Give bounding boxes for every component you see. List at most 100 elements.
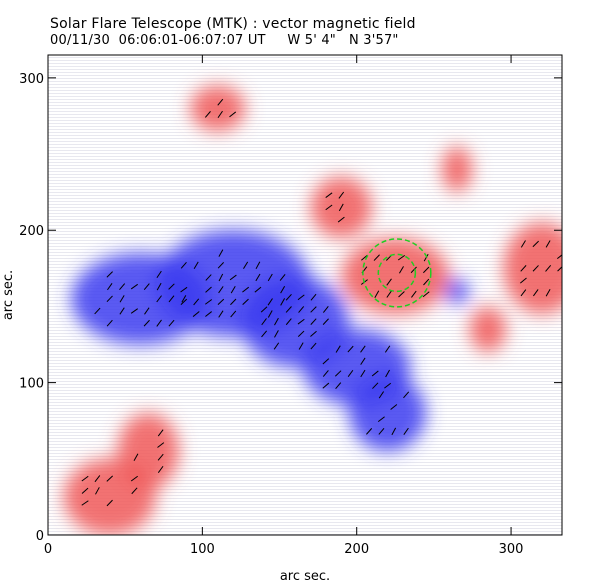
field-vector <box>133 453 139 462</box>
field-vector <box>157 429 164 437</box>
field-vector <box>384 345 391 353</box>
field-vector <box>106 499 113 507</box>
field-vector <box>377 416 385 423</box>
field-vector <box>322 358 330 365</box>
field-vector <box>422 291 430 298</box>
field-vector <box>218 310 224 318</box>
field-vector <box>254 286 262 293</box>
field-vector <box>334 370 342 377</box>
field-vector <box>322 318 329 325</box>
field-vector <box>192 311 200 317</box>
field-vector <box>337 216 345 223</box>
field-vector <box>310 330 317 337</box>
field-vector <box>280 298 286 306</box>
field-vector <box>168 283 175 290</box>
field-vector <box>371 370 379 377</box>
field-vector <box>325 204 333 211</box>
field-vector <box>230 285 236 294</box>
field-vector <box>130 283 138 290</box>
field-vector <box>156 319 162 327</box>
field-vector <box>157 442 165 448</box>
field-vector <box>556 254 562 259</box>
field-vector <box>520 240 526 248</box>
field-vector <box>243 261 249 269</box>
field-vector <box>143 283 150 291</box>
field-vector <box>218 249 224 257</box>
field-vector <box>310 318 317 325</box>
field-vector <box>325 192 333 198</box>
field-vector <box>218 273 224 282</box>
field-vector <box>156 270 162 279</box>
field-vector <box>297 318 305 325</box>
field-vector <box>156 282 162 291</box>
positive-polarity-region <box>341 237 450 315</box>
field-vector <box>204 111 211 118</box>
field-vector <box>218 286 224 294</box>
field-vector <box>205 299 213 305</box>
field-vector <box>322 370 329 377</box>
field-vector <box>255 261 261 270</box>
field-vector <box>157 453 164 461</box>
field-vector <box>310 293 317 301</box>
positive-polarity-region <box>441 146 473 193</box>
field-vector <box>386 278 392 286</box>
field-vector <box>119 295 125 303</box>
y-tick-label: 100 <box>19 377 44 392</box>
field-vector <box>374 290 380 298</box>
x-tick-label: 300 <box>499 542 524 557</box>
field-vector <box>335 382 342 390</box>
field-contour <box>362 238 432 308</box>
field-vector <box>280 285 286 294</box>
field-vector <box>106 271 113 278</box>
field-vector <box>310 306 317 313</box>
field-vector <box>217 98 224 106</box>
field-vector <box>360 369 366 378</box>
y-tick-label: 200 <box>19 224 44 239</box>
plot-frame <box>47 54 563 536</box>
field-vector <box>322 382 330 389</box>
positive-polarity-region <box>503 222 562 315</box>
field-vector <box>310 342 317 350</box>
field-vector <box>360 345 366 353</box>
chart-title: Solar Flare Telescope (MTK) : vector mag… <box>50 16 416 32</box>
field-vector <box>322 306 329 313</box>
field-vector <box>298 306 305 313</box>
field-vector <box>274 330 279 338</box>
field-contour <box>377 253 417 293</box>
field-vector <box>119 283 126 290</box>
field-vector <box>156 295 162 303</box>
field-vector <box>557 266 562 272</box>
field-vector <box>143 319 150 327</box>
field-vector <box>347 345 354 353</box>
field-vector <box>285 293 292 301</box>
field-vector <box>366 428 373 435</box>
field-vector <box>168 295 175 303</box>
field-vector <box>230 310 237 318</box>
field-vector <box>193 298 200 306</box>
field-vector <box>131 487 138 495</box>
field-vector <box>384 382 392 389</box>
field-vector <box>81 500 89 506</box>
field-vector <box>181 295 187 303</box>
positive-polarity-region <box>469 306 507 353</box>
positive-polarity-region <box>117 413 180 490</box>
x-tick-label: 200 <box>344 542 369 557</box>
x-tick-label: 100 <box>190 542 215 557</box>
field-vector <box>378 391 385 399</box>
negative-polarity-region <box>348 375 427 452</box>
field-vector <box>106 295 113 303</box>
field-vector <box>242 298 249 305</box>
field-vector <box>386 290 392 298</box>
field-vector <box>390 404 398 410</box>
field-vector <box>94 307 101 315</box>
field-vector <box>81 475 89 482</box>
field-vector <box>373 254 380 261</box>
y-axis-label: arc sec. <box>1 270 16 320</box>
negative-polarity-region <box>444 279 470 304</box>
field-vector <box>410 266 417 274</box>
field-vector <box>532 265 539 272</box>
field-vector <box>94 475 101 483</box>
field-vector <box>261 318 267 326</box>
field-vector <box>267 298 273 306</box>
